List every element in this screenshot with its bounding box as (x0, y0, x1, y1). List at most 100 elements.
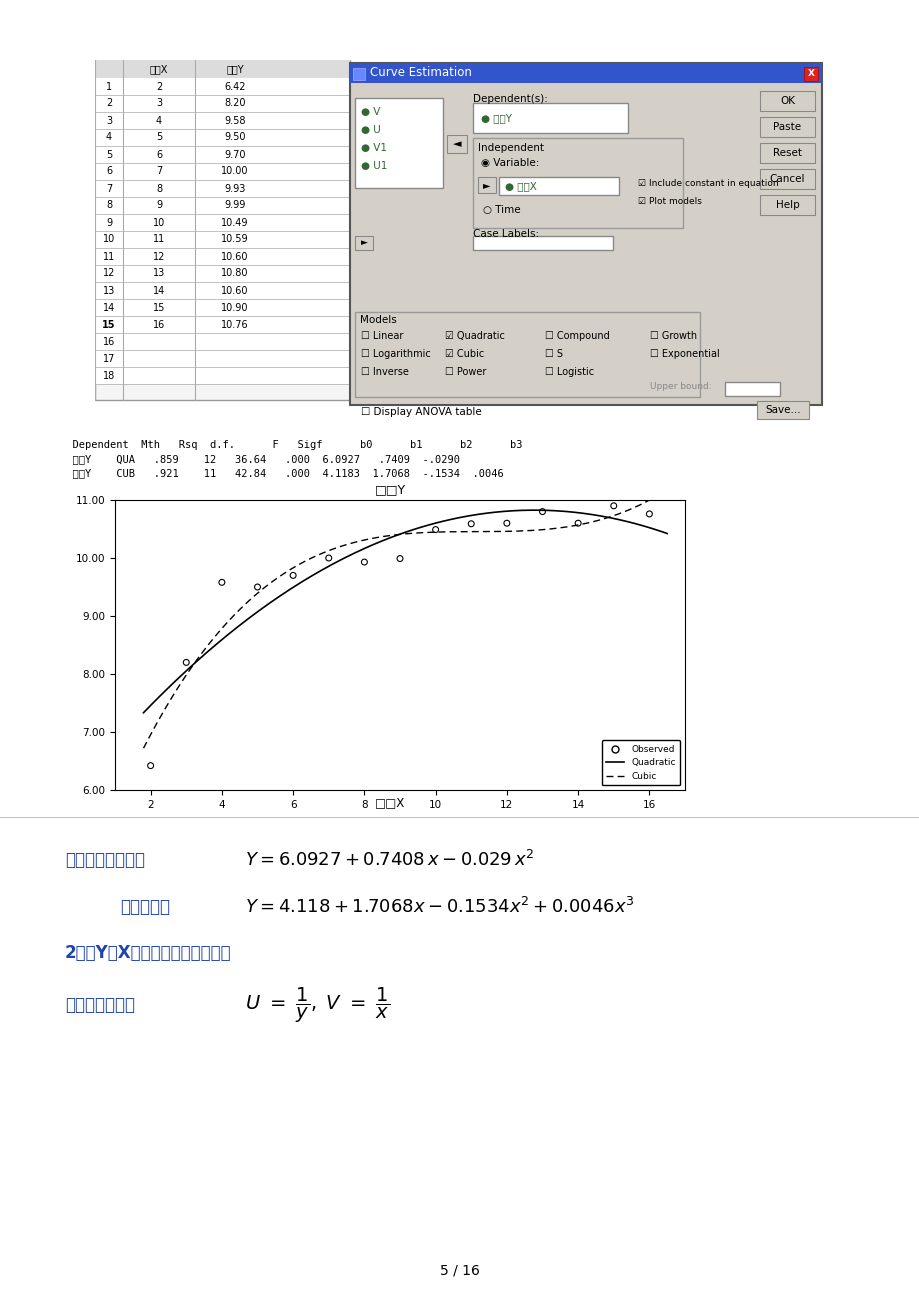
Cubic (138, 741, 149, 756)
Text: 15: 15 (102, 319, 116, 329)
Text: 6: 6 (155, 150, 162, 160)
Text: $U \ = \ \dfrac{1}{y},\;V \ = \ \dfrac{1}{x}$: $U \ = \ \dfrac{1}{y},\;V \ = \ \dfrac{1… (244, 986, 390, 1025)
Text: 1: 1 (106, 82, 112, 91)
Line: Cubic: Cubic (143, 490, 666, 749)
Bar (95, 350, 349, 367)
Bar (355, 312, 699, 397)
Text: Save...: Save... (765, 405, 800, 415)
Text: ☐ Compound: ☐ Compound (544, 331, 609, 341)
Text: OK: OK (779, 96, 794, 105)
Text: 10: 10 (153, 217, 165, 228)
Bar (95, 146, 349, 163)
Quadratic (528, 503, 539, 518)
Text: 17: 17 (103, 354, 115, 363)
Text: ☑ Include constant in equation: ☑ Include constant in equation (637, 178, 777, 187)
Bar (349, 62, 821, 83)
Observed (570, 513, 584, 534)
Text: Curve Estimation: Curve Estimation (369, 66, 471, 79)
Cubic (448, 523, 459, 539)
Text: 11: 11 (153, 234, 165, 245)
Text: 容积Y    CUB   .921    11   42.84   .000  4.1183  1.7068  -.1534  .0046: 容积Y CUB .921 11 42.84 .000 4.1183 1.7068… (60, 467, 504, 478)
Quadratic (140, 703, 151, 719)
Text: 18: 18 (103, 371, 115, 380)
Quadratic (448, 510, 459, 526)
Observed (178, 652, 193, 673)
Text: Reset: Reset (772, 148, 801, 158)
Text: Case Labels:: Case Labels: (472, 229, 539, 240)
Bar (472, 236, 612, 250)
Bar (759, 143, 814, 163)
Observed (214, 572, 229, 592)
Text: ☐ Linear: ☐ Linear (360, 331, 403, 341)
Bar (95, 283, 349, 299)
Bar (95, 299, 349, 316)
Line: Quadratic: Quadratic (143, 510, 666, 712)
Text: ☑ Cubic: ☑ Cubic (445, 349, 483, 359)
Text: Cancel: Cancel (769, 174, 804, 184)
Text: ☐ Logistic: ☐ Logistic (544, 367, 594, 378)
Observed (143, 755, 158, 776)
Bar (95, 247, 349, 266)
Text: ►: ► (482, 180, 490, 190)
Text: 10.00: 10.00 (221, 167, 248, 177)
Text: 2、把Y与X的关系用双曲线拟合：: 2、把Y与X的关系用双曲线拟合： (65, 944, 232, 962)
Text: 5: 5 (155, 133, 162, 142)
Text: Models: Models (359, 315, 396, 326)
Bar (95, 333, 349, 350)
Legend: Observed, Quadratic, Cubic: Observed, Quadratic, Cubic (601, 741, 680, 785)
Quadratic (661, 526, 672, 542)
Text: 9: 9 (155, 201, 162, 211)
Text: ● 容积Y: ● 容积Y (481, 113, 512, 122)
Text: 11: 11 (103, 251, 115, 262)
Text: 9.99: 9.99 (224, 201, 245, 211)
Text: ☐ S: ☐ S (544, 349, 562, 359)
Bar (447, 135, 467, 154)
Observed (463, 513, 478, 534)
Bar (759, 195, 814, 215)
Text: 12: 12 (103, 268, 115, 279)
Cubic (661, 482, 672, 497)
Bar (355, 236, 372, 250)
Bar (759, 117, 814, 137)
Text: □□X: □□X (374, 797, 404, 810)
Observed (428, 519, 443, 540)
Bar (95, 163, 349, 180)
Bar (95, 214, 349, 230)
Bar (95, 180, 349, 197)
Text: 6: 6 (106, 167, 112, 177)
Text: 三次式为：: 三次式为： (119, 898, 170, 917)
Text: ◉ Variable:: ◉ Variable: (481, 158, 539, 168)
Text: 16: 16 (153, 319, 165, 329)
Text: ☐ Inverse: ☐ Inverse (360, 367, 408, 378)
Text: ☐ Growth: ☐ Growth (650, 331, 697, 341)
Text: 10.60: 10.60 (221, 251, 248, 262)
Bar (472, 103, 628, 133)
Text: 12: 12 (153, 251, 165, 262)
Text: 14: 14 (103, 302, 115, 312)
Quadratic (138, 704, 149, 720)
Text: Dependent  Mth   Rsq  d.f.      F   Sigf      b0      b1      b2      b3: Dependent Mth Rsq d.f. F Sigf b0 b1 b2 b… (60, 440, 522, 450)
Cubic (579, 516, 590, 531)
Text: 8: 8 (106, 201, 112, 211)
Text: $Y = 4.118 + 1.7068x - 0.1534x^2 + 0.0046x^3$: $Y = 4.118 + 1.7068x - 0.1534x^2 + 0.004… (244, 897, 634, 917)
Text: 14: 14 (153, 285, 165, 296)
Text: 4: 4 (155, 116, 162, 125)
Text: Help: Help (775, 201, 799, 210)
Bar (724, 381, 779, 396)
Quadratic (614, 512, 625, 527)
Text: 9.93: 9.93 (224, 184, 245, 194)
Bar (355, 98, 443, 187)
Observed (606, 495, 620, 516)
Text: 次数X: 次数X (150, 64, 168, 74)
Cubic (612, 506, 623, 522)
Text: 2: 2 (106, 99, 112, 108)
Text: 5: 5 (106, 150, 112, 160)
Text: 13: 13 (153, 268, 165, 279)
Text: 9.50: 9.50 (224, 133, 245, 142)
Quadratic (449, 510, 460, 526)
Observed (535, 501, 550, 522)
Bar (349, 62, 821, 405)
Cubic (140, 737, 151, 753)
Quadratic (458, 509, 469, 525)
Text: 10.80: 10.80 (221, 268, 248, 279)
